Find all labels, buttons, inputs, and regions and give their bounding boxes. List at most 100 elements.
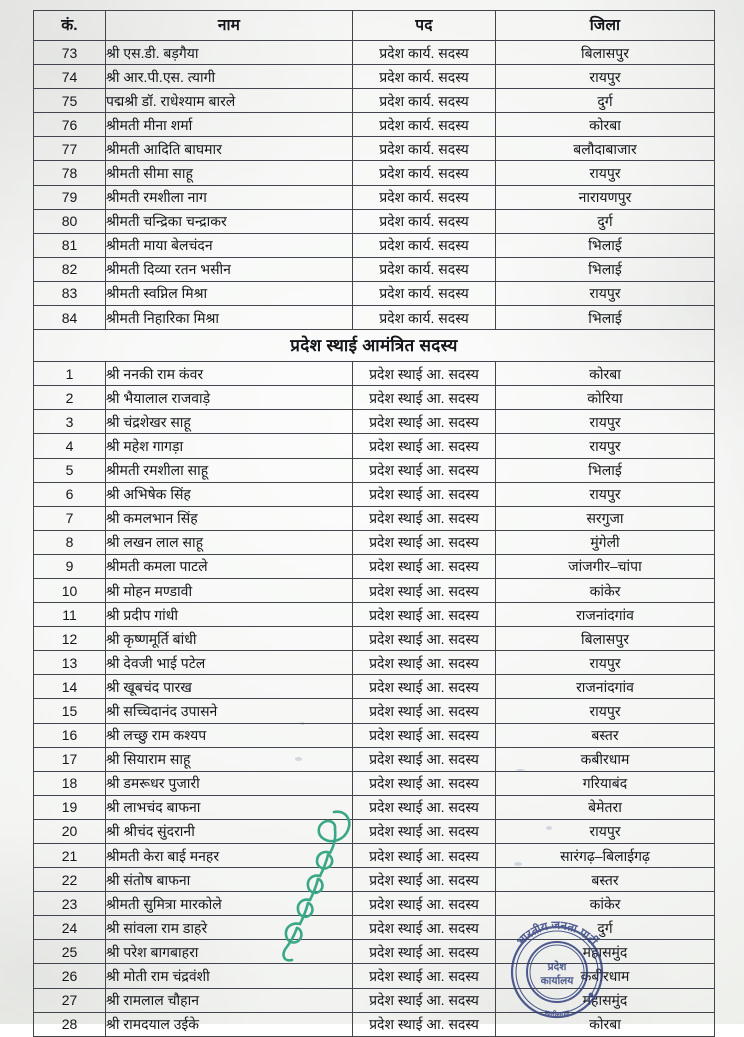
cell-sn: 74 [33, 64, 106, 90]
cell-post: प्रदेश स्थाई आ. सदस्य [352, 867, 496, 893]
table-row: 9 श्रीमती कमला पाटले प्रदेश स्थाई आ. सदस्य… [33, 553, 715, 579]
table-row: 80 श्रीमती चन्द्रिका चन्द्राकर प्रदेश कार्… [33, 208, 715, 234]
cell-name: श्री अभिषेक सिंह [105, 481, 353, 507]
cell-name: श्रीमती दिव्या रतन भसीन [105, 256, 353, 282]
cell-dist: दुर्ग [495, 208, 715, 234]
cell-dist: भिलाई [495, 232, 715, 258]
cell-post: प्रदेश स्थाई आ. सदस्य [352, 626, 496, 652]
cell-post: प्रदेश स्थाई आ. सदस्य [352, 698, 496, 724]
cell-sn: 25 [33, 939, 106, 965]
cell-post: प्रदेश स्थाई आ. सदस्य [352, 409, 496, 435]
cell-post: प्रदेश स्थाई आ. सदस्य [352, 891, 496, 917]
table-row: 26 श्री मोती राम चंद्रवंशी प्रदेश स्थाई आ.… [33, 963, 715, 989]
cell-sn: 77 [33, 136, 106, 162]
cell-dist: कोरबा [495, 112, 715, 138]
cell-name: श्रीमती निहारिका मिश्रा [105, 305, 353, 331]
cell-post: प्रदेश स्थाई आ. सदस्य [352, 915, 496, 941]
table-row: 11 श्री प्रदीप गांधी प्रदेश स्थाई आ. सदस्य… [33, 602, 715, 628]
table-row: 4 श्री महेश गागड़ा प्रदेश स्थाई आ. सदस्य रा… [33, 433, 715, 459]
cell-post: प्रदेश स्थाई आ. सदस्य [352, 602, 496, 628]
cell-post: प्रदेश स्थाई आ. सदस्य [352, 1011, 496, 1037]
cell-name: श्री भैयालाल राजवाड़े [105, 385, 353, 411]
table-row: 82 श्रीमती दिव्या रतन भसीन प्रदेश कार्य. स… [33, 256, 715, 282]
cell-dist: रायपुर [495, 409, 715, 435]
cell-name: श्री कृष्णमूर्ति बांधी [105, 626, 353, 652]
table-row: 78 श्रीमती सीमा साहू प्रदेश कार्य. सदस्य रा… [33, 160, 715, 186]
cell-post: प्रदेश कार्य. सदस्य [352, 305, 496, 331]
cell-dist: बस्तर [495, 722, 715, 748]
cell-name: श्री देवजी भाई पटेल [105, 650, 353, 676]
cell-sn: 20 [33, 818, 106, 845]
cell-dist: भिलाई [495, 457, 715, 483]
cell-sn: 12 [33, 626, 106, 652]
table-row: 28 श्री रामदयाल उईके प्रदेश स्थाई आ. सदस्य… [33, 1011, 715, 1037]
table-row: 27 श्री रामलाल चौहान प्रदेश स्थाई आ. सदस्य… [33, 987, 715, 1013]
cell-dist: कबीरधाम [495, 746, 715, 772]
cell-post: प्रदेश स्थाई आ. सदस्य [352, 674, 496, 700]
cell-sn: 22 [33, 867, 106, 893]
cell-sn: 24 [33, 915, 106, 941]
table-row: 76 श्रीमती मीना शर्मा प्रदेश कार्य. सदस्य क… [33, 112, 715, 138]
cell-sn: 27 [33, 987, 106, 1013]
cell-dist: बलौदाबाजार [495, 136, 715, 162]
cell-sn: 3 [33, 409, 106, 435]
cell-post: प्रदेश स्थाई आ. सदस्य [352, 794, 496, 820]
cell-name: श्रीमती स्वप्निल मिश्रा [105, 280, 353, 307]
cell-name: श्री लखन लाल साहू [105, 529, 353, 555]
cell-sn: 82 [33, 256, 106, 282]
cell-name: श्री श्रीचंद सुंदरानी [105, 818, 353, 845]
cell-dist: रायपुर [495, 280, 715, 307]
column-header-post: पद [352, 10, 496, 41]
cell-name: श्रीमती सीमा साहू [105, 160, 353, 186]
table-row: 18 श्री डमरूधर पुजारी प्रदेश स्थाई आ. सदस्… [33, 770, 715, 796]
cell-dist: भिलाई [495, 305, 715, 331]
cell-post: प्रदेश स्थाई आ. सदस्य [352, 433, 496, 459]
cell-sn: 4 [33, 433, 106, 459]
cell-sn: 19 [33, 794, 106, 820]
column-header-dist: जिला [495, 10, 715, 41]
table-row: 6 श्री अभिषेक सिंह प्रदेश स्थाई आ. सदस्य रा… [33, 481, 715, 507]
cell-name: श्रीमती सुमित्रा मारकोले [105, 891, 353, 917]
cell-name: श्रीमती मीना शर्मा [105, 112, 353, 138]
cell-dist: दुर्ग [495, 88, 715, 114]
table-row: 21 श्रीमती केरा बाई मनहर प्रदेश स्थाई आ. स… [33, 842, 715, 869]
cell-sn: 9 [33, 553, 106, 579]
cell-sn: 7 [33, 505, 106, 531]
cell-post: प्रदेश स्थाई आ. सदस्य [352, 529, 496, 555]
cell-sn: 84 [33, 305, 106, 331]
cell-post: प्रदेश स्थाई आ. सदस्य [352, 770, 496, 796]
cell-sn: 80 [33, 208, 106, 234]
cell-dist: बिलासपुर [495, 39, 715, 66]
cell-post: प्रदेश कार्य. सदस्य [352, 208, 496, 234]
cell-name: श्री रामलाल चौहान [105, 987, 353, 1013]
cell-post: प्रदेश कार्य. सदस्य [352, 280, 496, 307]
cell-sn: 75 [33, 88, 106, 114]
table-row: 14 श्री खूबचंद पारख प्रदेश स्थाई आ. सदस्य र… [33, 674, 715, 700]
cell-name: श्री महेश गागड़ा [105, 433, 353, 459]
table-row: 77 श्रीमती आदिति बाघमार प्रदेश कार्य. सदस्… [33, 136, 715, 162]
table-row: 83 श्रीमती स्वप्निल मिश्रा प्रदेश कार्य. स… [33, 280, 715, 307]
table-header-row: कं. नाम पद जिला [33, 10, 715, 41]
cell-dist: भिलाई [495, 256, 715, 282]
cell-dist: कांकेर [495, 577, 715, 604]
cell-sn: 16 [33, 722, 106, 748]
cell-post: प्रदेश कार्य. सदस्य [352, 232, 496, 258]
cell-name: श्री डमरूधर पुजारी [105, 770, 353, 796]
cell-post: प्रदेश कार्य. सदस्य [352, 256, 496, 282]
cell-dist: रायपुर [495, 650, 715, 676]
cell-dist: गरियाबंद [495, 770, 715, 796]
cell-name: श्री सच्चिदानंद उपासने [105, 698, 353, 724]
cell-name: श्रीमती रमशीला साहू [105, 457, 353, 483]
cell-name: श्री कमलभान सिंह [105, 505, 353, 531]
cell-dist: कोरबा [495, 1011, 715, 1037]
cell-sn: 28 [33, 1011, 106, 1037]
table-row: 15 श्री सच्चिदानंद उपासने प्रदेश स्थाई आ. … [33, 698, 715, 724]
table-row: 22 श्री संतोष बाफना प्रदेश स्थाई आ. सदस्य ब… [33, 867, 715, 893]
cell-name: श्री मोहन मण्डावी [105, 577, 353, 604]
cell-name: श्री आर.पी.एस. त्यागी [105, 64, 353, 90]
cell-name: श्री खूबचंद पारख [105, 674, 353, 700]
cell-post: प्रदेश स्थाई आ. सदस्य [352, 553, 496, 579]
cell-name: श्री लच्छु राम कश्यप [105, 722, 353, 748]
cell-post: प्रदेश स्थाई आ. सदस्य [352, 818, 496, 845]
table-row: 7 श्री कमलभान सिंह प्रदेश स्थाई आ. सदस्य सर… [33, 505, 715, 531]
